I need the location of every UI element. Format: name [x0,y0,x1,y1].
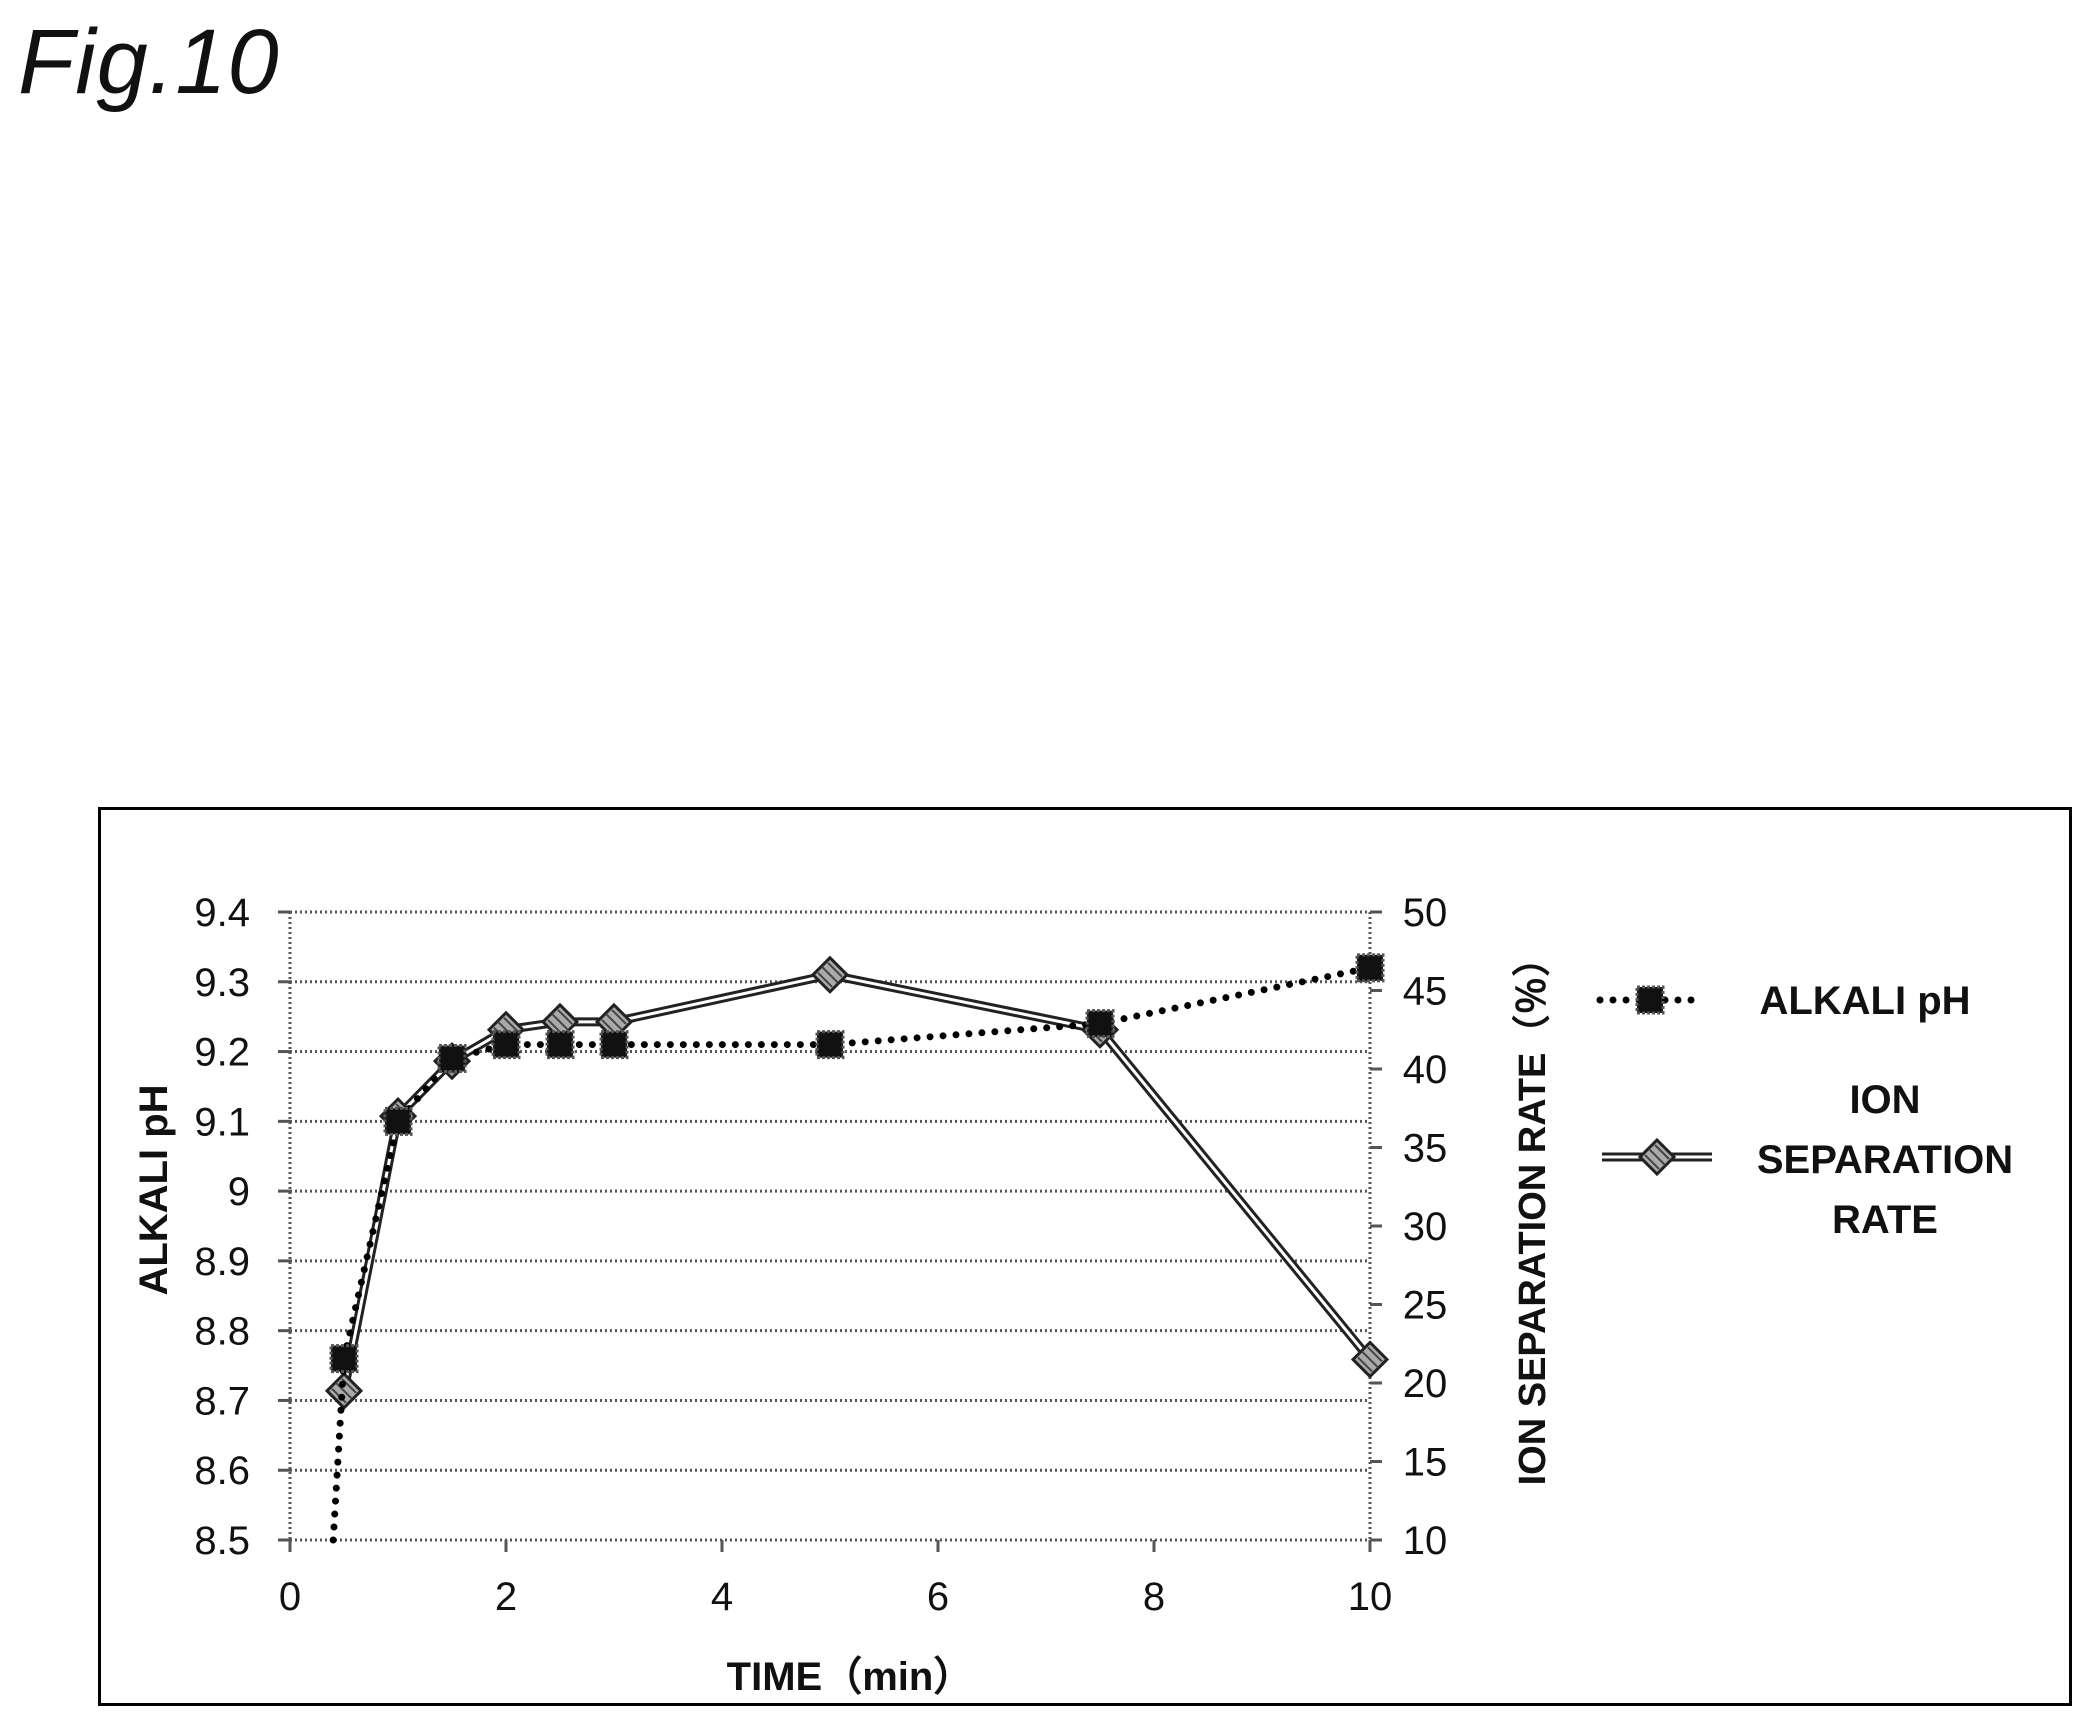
ion-separation-point [324,1371,364,1410]
y-right-tick-label: 30 [1403,1205,1448,1249]
grid-layer [288,910,1372,1542]
diamond-hatch [1357,1356,1373,1373]
square-marker [437,1044,467,1074]
x-tick-label: 4 [711,1575,733,1619]
alkali-ph-point [599,1030,629,1060]
diamond-hatch [611,1009,627,1025]
legend-label-alkali-ph: ALKALI pH [1759,979,1970,1023]
legend-label-ion-separation-rate: RATE [1832,1198,1938,1242]
y-right-tick-label: 20 [1403,1362,1448,1406]
diamond-hatch [1644,1154,1660,1170]
alkali-ph-point [815,1030,845,1060]
diamond-hatch [827,962,843,978]
x-tick-label: 10 [1348,1575,1393,1619]
diamond-hatch [341,1378,357,1394]
alkali-ph-point [545,1030,575,1060]
y-left-tick-label: 9.1 [194,1100,250,1144]
y-left-tick-label: 8.7 [194,1379,250,1423]
y-left-tick-label: 8.6 [194,1449,250,1493]
diamond-hatch [605,1013,623,1031]
alkali-ph-point [1085,1009,1115,1039]
diamond-hatch [1654,1144,1670,1160]
diamond-hatch [821,966,839,984]
diamond-hatch [551,1013,569,1031]
diamond-hatch [1361,1350,1379,1369]
y-right-tick-label: 35 [1403,1127,1448,1171]
y-right-tick-label: 45 [1403,970,1448,1014]
diamond-hatch [817,972,833,988]
figure-label: Fig.10 [18,11,280,113]
ion-separation-point [810,955,850,994]
axes-layer: 0 2 4 6 8 10 8.5 8.6 8.7 8.8 8.9 9 9.1 9.2 9.3 9.4 10 15 2… [132,891,1554,1699]
alkali-ph-point [491,1030,521,1060]
square-marker [815,1030,845,1060]
legend-label-ion-separation-rate: SEPARATION [1757,1138,2013,1182]
diamond-hatch [503,1017,519,1033]
y-left-axis-label: ALKALI pH [132,1084,176,1295]
y-left-tick-label: 9 [228,1170,250,1214]
legend-swatch-ion-marker [1637,1137,1677,1177]
y-left-tick-label: 8.5 [194,1519,250,1563]
y-right-tick-label: 25 [1403,1284,1448,1328]
series-layer [324,953,1390,1544]
y-right-tick-label: 10 [1403,1519,1448,1563]
square-marker [491,1030,521,1060]
alkali-ph-point [383,1106,413,1136]
square-marker [545,1030,575,1060]
diamond-hatch [335,1382,353,1400]
diamond-hatch [1367,1346,1383,1363]
y-left-tick-label: 9.3 [194,961,250,1005]
y-right-tick-label: 40 [1403,1048,1448,1092]
ion-separation-point [1350,1340,1390,1379]
square-marker [1355,953,1385,983]
legend-swatch-alkali-ph-marker [1635,985,1665,1015]
x-tick-label: 0 [279,1575,301,1619]
x-tick-label: 6 [927,1575,949,1619]
x-axis-label: TIME（min） [727,1655,974,1699]
square-marker [383,1106,413,1136]
y-left-tick-label: 8.8 [194,1310,250,1354]
legend-label-ion-separation-rate: ION [1849,1078,1920,1122]
y-left-tick-label: 8.9 [194,1240,250,1284]
y-left-tick-label: 9.2 [194,1031,250,1075]
chart-frame [98,807,2072,1706]
alkali-ph-line [329,964,1374,1544]
diamond-hatch [1648,1148,1666,1166]
diamond-hatch [557,1009,573,1025]
square-marker [1085,1009,1115,1039]
x-tick-label: 8 [1143,1575,1165,1619]
y-right-tick-label: 50 [1403,891,1448,935]
y-right-tick-label: 15 [1403,1441,1448,1485]
square-marker [1635,985,1665,1015]
legend: ALKALI pH ION SEPARATION RATE [1596,979,2013,1242]
alkali-ph-point [437,1044,467,1074]
y-left-tick-label: 9.4 [194,891,250,935]
y-right-axis-label: ION SEPARATION RATE（％） [1512,939,1554,1486]
alkali-ph-point [1355,953,1385,983]
x-tick-label: 2 [495,1575,517,1619]
square-marker [599,1030,629,1060]
alkali-ph-point [329,1344,359,1374]
square-marker [329,1344,359,1374]
